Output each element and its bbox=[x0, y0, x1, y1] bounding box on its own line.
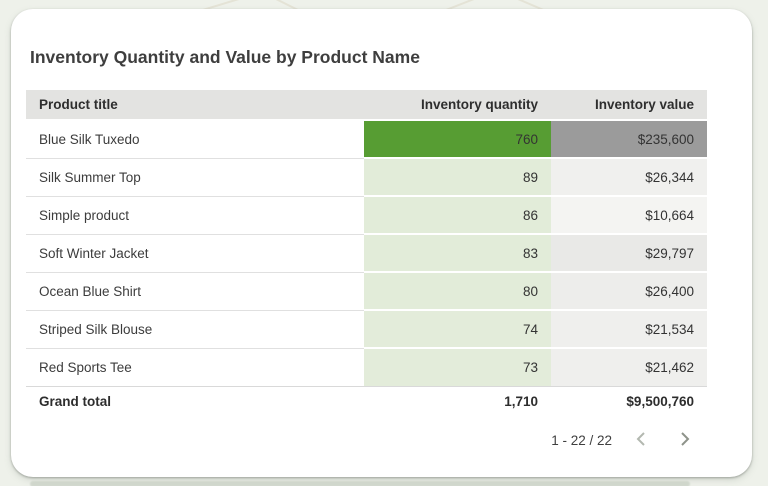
grand-total-label: Grand total bbox=[26, 385, 364, 416]
inventory-quantity-cell: 89 bbox=[364, 157, 551, 196]
report-title: Inventory Quantity and Value by Product … bbox=[30, 47, 420, 67]
product-title-cell: Striped Silk Blouse bbox=[26, 309, 364, 348]
column-header-inventory-quantity: Inventory quantity bbox=[364, 90, 551, 121]
inventory-quantity-cell: 760 bbox=[364, 119, 551, 158]
inventory-quantity-cell: 74 bbox=[364, 309, 551, 348]
table-row: Red Sports Tee 73 $21,462 bbox=[26, 347, 707, 386]
table-body: Blue Silk Tuxedo 760 $235,600 Silk Summe… bbox=[26, 119, 707, 386]
inventory-value-cell: $21,534 bbox=[551, 309, 707, 348]
inventory-quantity-cell: 86 bbox=[364, 195, 551, 234]
inventory-value-cell: $235,600 bbox=[551, 119, 707, 158]
product-title-cell: Blue Silk Tuxedo bbox=[26, 119, 364, 158]
report-card: Inventory Quantity and Value by Product … bbox=[11, 9, 752, 477]
inventory-quantity-cell: 73 bbox=[364, 347, 551, 386]
inventory-value-cell: $26,400 bbox=[551, 271, 707, 310]
next-page-button[interactable] bbox=[670, 428, 700, 452]
table-row: Soft Winter Jacket 83 $29,797 bbox=[26, 233, 707, 272]
table-footer: Grand total 1,710 $9,500,760 bbox=[26, 385, 707, 416]
table-row: Simple product 86 $10,664 bbox=[26, 195, 707, 234]
inventory-table: Product title Inventory quantity Invento… bbox=[26, 90, 707, 416]
inventory-value-cell: $21,462 bbox=[551, 347, 707, 386]
product-title-cell: Simple product bbox=[26, 195, 364, 234]
product-title-cell: Soft Winter Jacket bbox=[26, 233, 364, 272]
chevron-left-icon bbox=[634, 431, 648, 450]
inventory-value-cell: $10,664 bbox=[551, 195, 707, 234]
inventory-value-cell: $26,344 bbox=[551, 157, 707, 196]
inventory-quantity-cell: 83 bbox=[364, 233, 551, 272]
chevron-right-icon bbox=[678, 431, 692, 450]
table-header: Product title Inventory quantity Invento… bbox=[26, 90, 707, 121]
header-row: Product title Inventory quantity Invento… bbox=[26, 90, 707, 121]
table-row: Ocean Blue Shirt 80 $26,400 bbox=[26, 271, 707, 310]
table-row: Blue Silk Tuxedo 760 $235,600 bbox=[26, 119, 707, 158]
column-header-product-title: Product title bbox=[26, 90, 364, 121]
pagination-range-label: 1 - 22 / 22 bbox=[551, 432, 612, 448]
grand-total-row: Grand total 1,710 $9,500,760 bbox=[26, 385, 707, 416]
pagination: 1 - 22 / 22 bbox=[11, 428, 700, 452]
inventory-value-cell: $29,797 bbox=[551, 233, 707, 272]
table-row: Silk Summer Top 89 $26,344 bbox=[26, 157, 707, 196]
next-card-top-edge bbox=[30, 481, 690, 486]
column-header-inventory-value: Inventory value bbox=[551, 90, 707, 121]
table-row: Striped Silk Blouse 74 $21,534 bbox=[26, 309, 707, 348]
grand-total-value: $9,500,760 bbox=[551, 385, 707, 416]
product-title-cell: Red Sports Tee bbox=[26, 347, 364, 386]
grand-total-quantity: 1,710 bbox=[364, 385, 551, 416]
previous-page-button[interactable] bbox=[626, 428, 656, 452]
product-title-cell: Silk Summer Top bbox=[26, 157, 364, 196]
product-title-cell: Ocean Blue Shirt bbox=[26, 271, 364, 310]
inventory-quantity-cell: 80 bbox=[364, 271, 551, 310]
